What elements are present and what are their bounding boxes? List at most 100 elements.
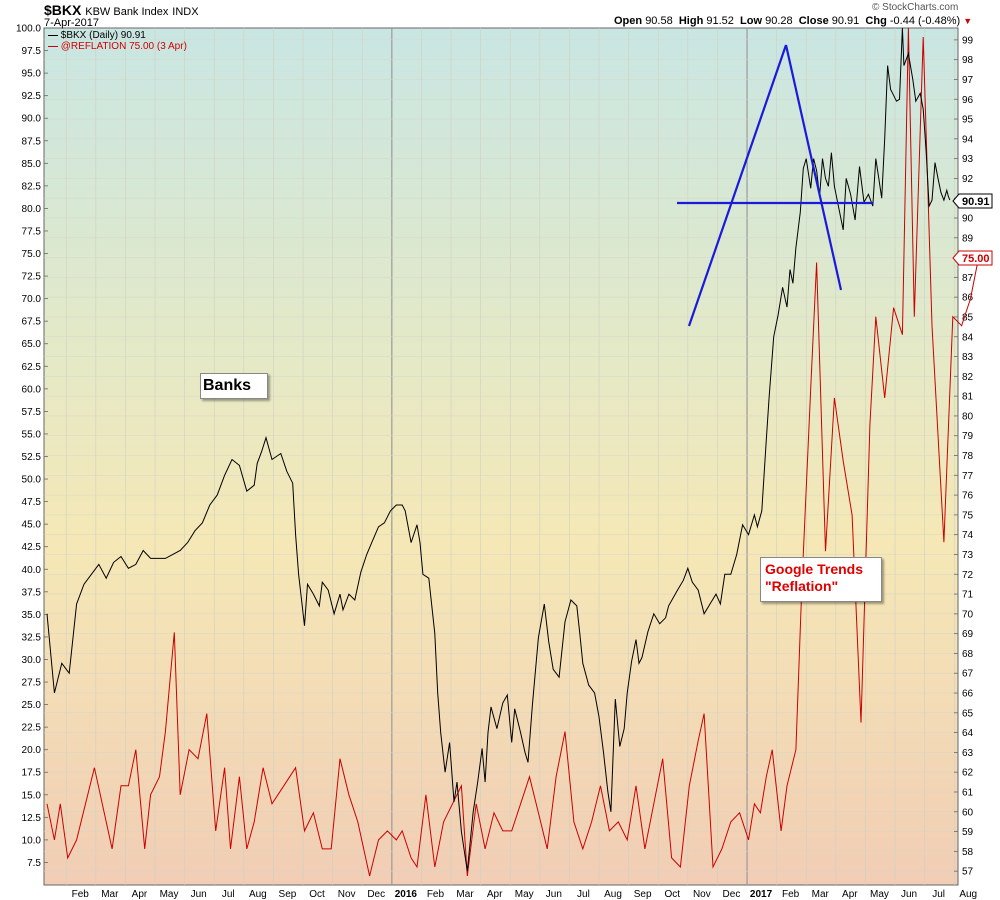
google-trends-line2: "Reflation" [765,578,839,594]
x-tick-label: Sep [279,889,297,900]
legend-swatch-reflation [48,45,58,47]
left-tick-label: 57.5 [22,407,42,418]
right-tick-label: 62 [962,768,974,779]
right-tick-label: 65 [962,708,974,719]
left-tick-label: 45.0 [22,520,42,531]
x-tick-label: Oct [664,889,680,900]
x-tick-label: Apr [842,889,858,900]
right-tick-label: 58 [962,847,974,858]
x-tick-label: Apr [132,889,148,900]
left-tick-label: 70.0 [22,294,42,305]
right-tick-label: 97 [962,75,974,86]
last-value-reflation-label: 75.00 [962,253,990,265]
left-tick-label: 17.5 [22,768,42,779]
close-value: 90.91 [831,15,860,27]
left-tick-label: 90.0 [22,114,42,125]
chg-label: Chg [865,15,887,27]
left-tick-label: 97.5 [22,46,42,57]
left-tick-label: 10.0 [22,835,42,846]
x-tick-label: Mar [456,889,474,900]
right-tick-label: 61 [962,787,974,798]
last-value-reflation-tag [952,250,993,266]
left-tick-label: 40.0 [22,565,42,576]
google-trends-line1: Google Trends [765,561,864,577]
left-tick-label: 55.0 [22,429,42,440]
chart-header: $BKX KBW Bank Index INDX [44,2,199,18]
left-tick-label: 52.5 [22,452,42,463]
right-tick-label: 89 [962,233,974,244]
x-tick-label: Jun [546,889,562,900]
exchange: INDX [172,6,199,18]
left-tick-label: 82.5 [22,181,42,192]
right-tick-label: 83 [962,352,974,363]
legend: $BKX (Daily) 90.91 @REFLATION 75.00 (3 A… [48,30,187,52]
right-tick-label: 77 [962,471,974,482]
reflation-series-line [46,27,980,877]
x-tick-label: 2016 [395,889,418,900]
right-tick-label: 80 [962,411,974,422]
x-tick-label: Jun [901,889,917,900]
x-tick-label: Jul [577,889,590,900]
right-tick-label: 60 [962,807,974,818]
x-tick-label: Dec [723,889,741,900]
banks-annotation: Banks [200,373,268,399]
right-tick-label: 76 [962,491,974,502]
right-tick-label: 57 [962,867,974,878]
last-value-bkx: 90.91 [952,193,993,209]
last-value-bkx-label: 90.91 [962,196,990,208]
left-tick-label: 27.5 [22,678,42,689]
low-label: Low [740,15,763,27]
google-trends-annotation: Google Trends "Reflation" [760,557,882,602]
right-tick-label: 93 [962,154,974,165]
left-tick-label: 92.5 [22,91,42,102]
x-tick-label: Aug [249,889,267,900]
left-tick-label: 77.5 [22,226,42,237]
right-tick-label: 67 [962,669,974,680]
left-tick-label: 37.5 [22,587,42,598]
x-tick-label: Jun [191,889,207,900]
stockcharts-brand: © StockCharts.com [872,2,959,13]
right-tick-label: 72 [962,570,974,581]
right-tick-label: 63 [962,748,974,759]
x-tick-label: Dec [367,889,385,900]
right-tick-label: 99 [962,35,974,46]
right-tick-label: 92 [962,174,974,185]
chg-value: -0.44 (-0.48%) [889,15,961,27]
left-tick-label: 25.0 [22,700,42,711]
right-tick-label: 84 [962,332,974,343]
right-tick-label: 79 [962,431,974,442]
right-tick-label: 86 [962,293,974,304]
left-tick-label: 22.5 [22,723,42,734]
right-tick-label: 82 [962,372,974,383]
open-label: Open [614,15,643,27]
left-tick-label: 12.5 [22,813,42,824]
left-tick-label: 30.0 [22,655,42,666]
left-tick-label: 80.0 [22,204,42,215]
left-tick-label: 75.0 [22,249,42,260]
left-tick-label: 95.0 [22,69,42,80]
legend-swatch-bkx [48,34,58,36]
left-tick-label: 50.0 [22,475,42,486]
legend-item-reflation: @REFLATION 75.00 (3 Apr) [48,41,187,52]
open-value: 90.58 [645,15,673,27]
right-tick-label: 70 [962,609,974,620]
x-tick-label: 2017 [750,889,773,900]
legend-label-reflation: @REFLATION 75.00 (3 Apr) [60,41,187,52]
right-tick-label: 85 [962,312,974,323]
right-tick-label: 69 [962,629,974,640]
low-value: 90.28 [765,15,793,27]
x-tick-label: Oct [309,889,325,900]
x-tick-label: May [870,889,889,900]
legend-label-bkx: $BKX (Daily) 90.91 [60,30,146,41]
right-tick-label: 68 [962,649,974,660]
left-tick-label: 87.5 [22,136,42,147]
left-tick-label: 15.0 [22,790,42,801]
x-tick-label: Nov [338,889,356,900]
x-tick-label: Feb [782,889,800,900]
right-tick-label: 66 [962,689,974,700]
last-value-bkx-tag [952,193,993,209]
x-tick-label: Mar [812,889,830,900]
x-tick-label: Mar [101,889,119,900]
rising-trendline [687,44,788,327]
